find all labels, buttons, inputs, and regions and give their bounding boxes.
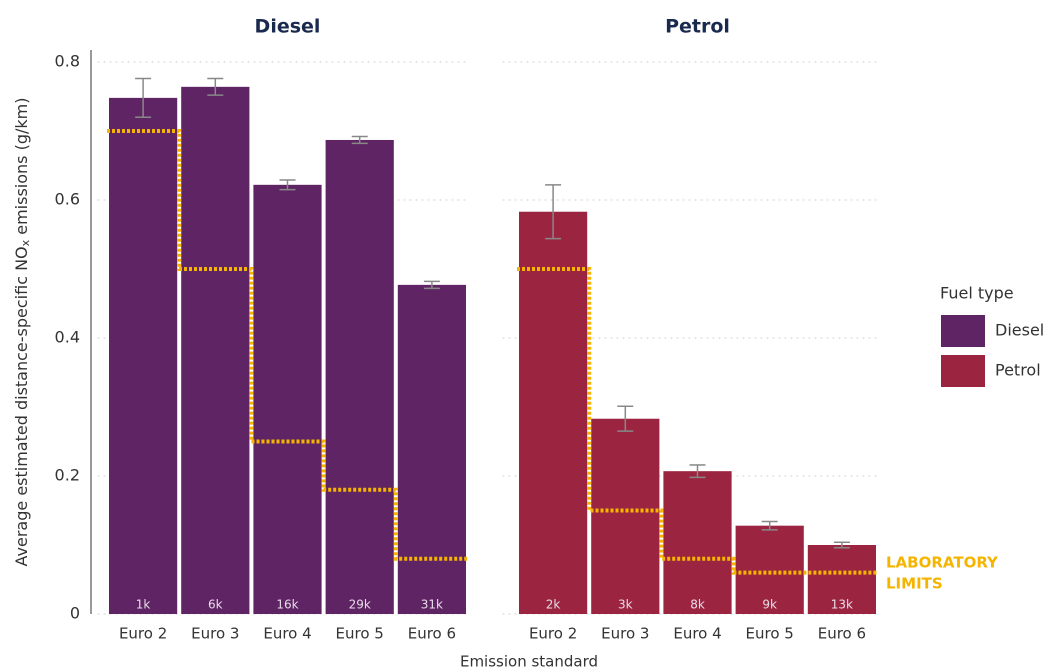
bar bbox=[519, 211, 588, 615]
bar bbox=[397, 284, 466, 614]
bar bbox=[735, 525, 804, 614]
bar bbox=[591, 418, 660, 614]
y-tick-label: 0 bbox=[70, 604, 80, 623]
bar bbox=[253, 184, 322, 614]
x-tick-label: Euro 3 bbox=[601, 625, 649, 643]
y-tick-label: 0.8 bbox=[55, 52, 80, 71]
y-label-part: Average estimated distance-specific NO bbox=[12, 246, 31, 566]
x-tick-label: Euro 5 bbox=[336, 625, 384, 643]
error-bar bbox=[423, 280, 440, 290]
x-axis-label: Emission standard bbox=[460, 653, 598, 671]
y-tick-label: 0.2 bbox=[55, 466, 80, 485]
bar bbox=[181, 86, 250, 615]
error-bar bbox=[689, 464, 706, 479]
annotation: LABORATORY bbox=[886, 554, 999, 572]
legend-title: Fuel type bbox=[940, 284, 1014, 303]
x-tick-label: Euro 2 bbox=[529, 625, 577, 643]
annotation: LIMITS bbox=[886, 575, 943, 593]
x-tick-label: Euro 4 bbox=[263, 625, 311, 643]
bar bbox=[663, 471, 732, 614]
count-label: 31k bbox=[421, 598, 443, 612]
y-label-part: emissions (g/km) bbox=[12, 98, 31, 240]
legend-label: Petrol bbox=[995, 361, 1041, 380]
bar bbox=[325, 139, 394, 614]
error-bar bbox=[761, 520, 778, 531]
count-label: 13k bbox=[831, 598, 853, 612]
error-bar bbox=[545, 184, 562, 240]
error-bar bbox=[135, 77, 152, 118]
legend-swatch bbox=[941, 315, 985, 347]
x-tick-label: Euro 5 bbox=[746, 625, 794, 643]
error-bar bbox=[833, 541, 850, 549]
count-label: 3k bbox=[618, 598, 633, 612]
count-label: 1k bbox=[136, 598, 151, 612]
limit-line bbox=[107, 129, 468, 561]
legend-swatch bbox=[941, 355, 985, 387]
count-label: 29k bbox=[349, 598, 371, 612]
bar bbox=[109, 97, 178, 614]
y-label-subscript: x bbox=[19, 239, 32, 246]
legend-label: Diesel bbox=[995, 321, 1044, 340]
plot-body: 0 0.2 0.4 0.6 0.8 Diesel Euro 2 Euro 3 Euro 4 Eur… bbox=[55, 16, 1045, 643]
bar bbox=[807, 545, 876, 614]
panel-title: Diesel bbox=[255, 16, 321, 38]
y-axis-label: Average estimated distance-specific NOx … bbox=[12, 98, 33, 567]
error-bar bbox=[617, 405, 634, 432]
count-label: 8k bbox=[690, 598, 705, 612]
x-tick-label: Euro 3 bbox=[191, 625, 239, 643]
error-bar bbox=[279, 179, 296, 191]
error-bar bbox=[351, 135, 368, 145]
error-bar bbox=[207, 77, 224, 96]
count-label: 9k bbox=[762, 598, 777, 612]
x-tick-label: Euro 6 bbox=[408, 625, 456, 643]
count-label: 16k bbox=[276, 598, 298, 612]
limit-line bbox=[517, 267, 878, 575]
y-tick-label: 0.4 bbox=[55, 328, 80, 347]
panel-title: Petrol bbox=[665, 16, 730, 38]
x-tick-label: Euro 2 bbox=[119, 625, 167, 643]
x-tick-label: Euro 6 bbox=[818, 625, 866, 643]
y-tick-label: 0.6 bbox=[55, 190, 80, 209]
x-tick-label: Euro 4 bbox=[673, 625, 721, 643]
count-label: 6k bbox=[208, 598, 223, 612]
count-label: 2k bbox=[546, 598, 561, 612]
